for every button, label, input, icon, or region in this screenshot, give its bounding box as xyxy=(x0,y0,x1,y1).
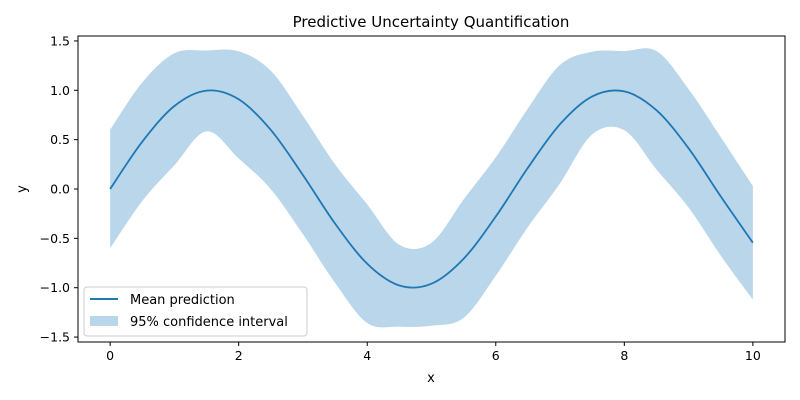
y-tick-label: 0.5 xyxy=(50,132,70,147)
x-tick-label: 2 xyxy=(235,348,243,363)
y-tick-label: 1.5 xyxy=(50,33,70,48)
y-axis-label: y xyxy=(15,185,30,193)
x-tick-label: 10 xyxy=(745,348,761,363)
legend-swatch-confidence-interval xyxy=(90,316,118,326)
y-tick-label: 1.0 xyxy=(50,83,70,98)
x-tick-label: 4 xyxy=(363,348,371,363)
y-tick-label: −1.0 xyxy=(40,280,70,295)
y-tick-label: 0.0 xyxy=(50,182,70,197)
legend-label-confidence-interval: 95% confidence interval xyxy=(130,315,288,330)
x-tick-label: 0 xyxy=(106,348,114,363)
y-tick-label: −1.5 xyxy=(40,330,70,345)
mean-prediction-line xyxy=(109,89,754,289)
y-tick-label: −0.5 xyxy=(40,231,70,246)
legend: Mean prediction 95% confidence interval xyxy=(83,286,308,337)
legend-frame xyxy=(83,286,308,337)
confidence-band xyxy=(110,48,753,328)
x-tick-label: 8 xyxy=(620,348,628,363)
legend-label-mean-prediction: Mean prediction xyxy=(130,293,235,308)
chart-title: Predictive Uncertainty Quantification xyxy=(293,13,570,31)
x-tick-label: 6 xyxy=(492,348,500,363)
x-axis-label: x xyxy=(427,371,435,386)
